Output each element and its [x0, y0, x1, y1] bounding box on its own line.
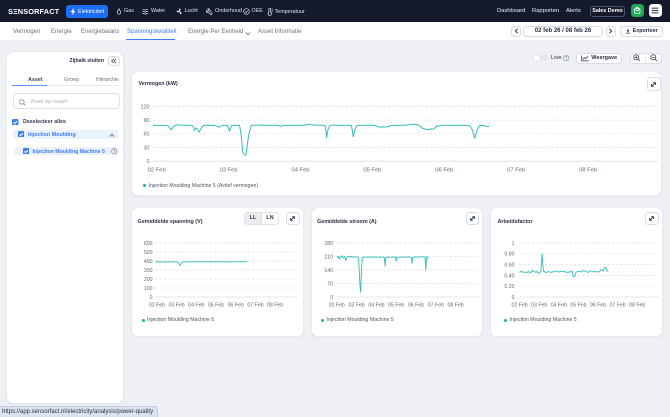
svg-text:60: 60	[144, 132, 150, 138]
svg-text:06 Feb: 06 Feb	[228, 302, 244, 308]
svg-text:08 Feb: 08 Feb	[267, 302, 283, 308]
svg-text:0: 0	[330, 295, 333, 301]
svg-text:07 Feb: 07 Feb	[507, 168, 525, 174]
svg-text:05 Feb: 05 Feb	[570, 302, 586, 308]
svg-text:280: 280	[324, 241, 333, 247]
svg-text:07 Feb: 07 Feb	[247, 302, 263, 308]
svg-text:03 Feb: 03 Feb	[531, 302, 547, 308]
svg-text:03 Feb: 03 Feb	[220, 168, 238, 174]
svg-text:04 Feb: 04 Feb	[291, 168, 309, 174]
svg-text:140: 140	[324, 268, 333, 274]
svg-text:0.20: 0.20	[504, 284, 514, 290]
svg-text:07 Feb: 07 Feb	[427, 302, 443, 308]
svg-text:07 Feb: 07 Feb	[610, 302, 626, 308]
svg-text:100: 100	[144, 286, 153, 292]
svg-text:70: 70	[327, 281, 333, 287]
svg-text:06 Feb: 06 Feb	[407, 302, 423, 308]
svg-text:0.40: 0.40	[504, 273, 514, 279]
svg-text:06 Feb: 06 Feb	[435, 168, 453, 174]
svg-text:1: 1	[512, 241, 515, 247]
svg-text:0: 0	[512, 295, 515, 301]
svg-text:05 Feb: 05 Feb	[208, 302, 224, 308]
svg-text:200: 200	[144, 277, 153, 283]
svg-text:05 Feb: 05 Feb	[388, 302, 404, 308]
svg-text:04 Feb: 04 Feb	[551, 302, 567, 308]
svg-text:120: 120	[141, 104, 150, 110]
svg-text:400: 400	[144, 259, 153, 265]
svg-text:02 Feb: 02 Feb	[149, 302, 165, 308]
svg-text:08 Feb: 08 Feb	[447, 302, 463, 308]
svg-text:03 Feb: 03 Feb	[169, 302, 185, 308]
svg-text:06 Feb: 06 Feb	[590, 302, 606, 308]
svg-text:04 Feb: 04 Feb	[188, 302, 204, 308]
svg-text:0.80: 0.80	[504, 252, 514, 258]
svg-text:03 Feb: 03 Feb	[348, 302, 364, 308]
svg-text:600: 600	[144, 241, 153, 247]
svg-text:02 Feb: 02 Feb	[148, 168, 166, 174]
svg-text:210: 210	[324, 254, 333, 260]
svg-text:02 Feb: 02 Feb	[328, 302, 344, 308]
svg-text:05 Feb: 05 Feb	[363, 168, 381, 174]
svg-text:08 Feb: 08 Feb	[579, 168, 597, 174]
svg-text:90: 90	[144, 118, 150, 124]
svg-text:08 Feb: 08 Feb	[629, 302, 645, 308]
svg-text:30: 30	[144, 145, 150, 151]
svg-text:0: 0	[150, 295, 153, 301]
svg-text:0: 0	[147, 159, 150, 165]
svg-text:0.60: 0.60	[504, 263, 514, 269]
svg-text:04 Feb: 04 Feb	[368, 302, 384, 308]
svg-text:300: 300	[144, 268, 153, 274]
svg-text:500: 500	[144, 250, 153, 256]
svg-text:02 Feb: 02 Feb	[512, 302, 528, 308]
